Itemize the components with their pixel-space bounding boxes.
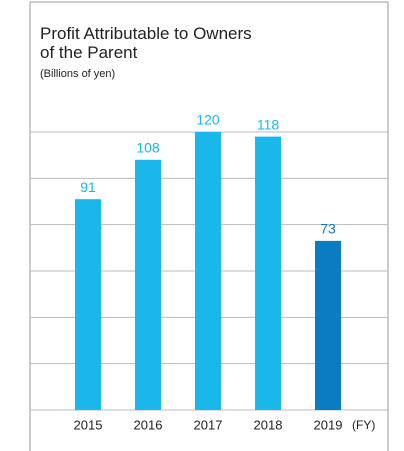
x-tick-label: 2015 — [74, 417, 103, 432]
chart-subtitle: (Billions of yen) — [40, 68, 115, 80]
bar — [315, 240, 341, 410]
x-tick-label: 2019 — [314, 417, 343, 432]
x-tick-label: 2016 — [134, 417, 163, 432]
value-label: 73 — [320, 221, 336, 237]
bar — [75, 199, 101, 410]
value-label: 91 — [80, 179, 96, 195]
value-label: 118 — [257, 116, 280, 132]
x-tick-label: 2018 — [254, 417, 283, 432]
chart-title: Profit Attributable to Owners of the Pare… — [40, 24, 252, 62]
bar — [195, 132, 221, 410]
value-label: 120 — [196, 112, 220, 128]
value-label: 108 — [136, 140, 160, 156]
bar — [255, 136, 281, 410]
x-axis-label: (FY) — [352, 418, 375, 432]
x-tick-label: 2017 — [194, 417, 223, 432]
bar — [135, 159, 161, 410]
